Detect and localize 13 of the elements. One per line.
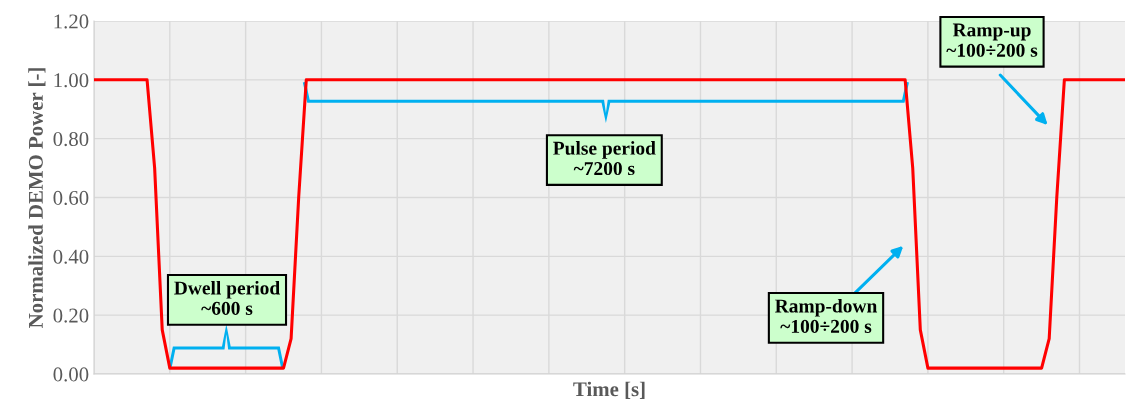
annotation: Ramp-down ~100÷200 s (775, 298, 878, 333)
annotation: Dwell period ~600 s (174, 280, 280, 315)
y-tick-label: 0.80 (53, 132, 89, 147)
y-tick-label: 0.00 (53, 367, 89, 382)
x-axis-title: Time [s] (573, 381, 645, 399)
y-tick-label: 0.60 (53, 190, 89, 206)
annotation: Ramp-up ~100÷200 s (946, 23, 1038, 57)
y-tick-label: 1.20 (54, 14, 89, 29)
annotation: Pulse period ~7200 s (553, 141, 656, 176)
y-axis-title: Normalized DEMO Power [-] (28, 68, 46, 328)
y-tick-label: 0.40 (53, 249, 89, 264)
y-tick-label: 1.00 (54, 73, 89, 88)
y-tick-label: 0.20 (53, 308, 89, 323)
